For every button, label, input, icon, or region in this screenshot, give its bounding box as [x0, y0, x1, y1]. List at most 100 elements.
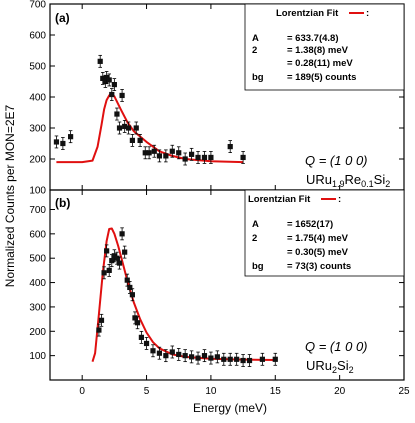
panel-a-legend-key-3: bg	[252, 72, 264, 83]
panel-a-point-24	[176, 146, 182, 160]
x-tick-label-5: 25	[398, 386, 410, 397]
y-axis-label: Normalized Counts per MON=2E7	[3, 104, 17, 287]
panel-a-point-0	[53, 135, 60, 149]
panel-b-point-34	[259, 352, 265, 366]
panel-a-y-tick-label-5: 600	[29, 31, 46, 42]
panel-b-point-31	[234, 352, 240, 366]
panel-b-point-25	[195, 351, 201, 365]
panel-a-point-9	[111, 78, 117, 91]
panel-b-legend-value-0: = 1652(17)	[287, 219, 333, 230]
panel-a-sample-label: URu1.9Re0.1Si2	[306, 172, 390, 189]
panel-b-point-15	[134, 316, 141, 330]
panel-b-point-17	[143, 337, 150, 350]
panel-b-point-18	[150, 344, 156, 358]
panel-a-legend-key-1: 2	[252, 45, 257, 56]
panel-b-y-tick-label-2: 300	[29, 302, 46, 313]
panel-b-point-26	[201, 349, 208, 363]
panel-a-point-18	[142, 146, 148, 160]
panel-a-point-7	[106, 73, 112, 87]
panel-b-y-tick-label-4: 500	[29, 254, 46, 265]
x-tick-label-1: 5	[144, 386, 150, 397]
panel-a-legend-key-0: A	[252, 33, 259, 44]
panel-b-legend-value-3: = 73(3) counts	[287, 261, 351, 272]
panel-a-point-25	[182, 152, 188, 166]
panel-a-point-17	[137, 133, 143, 147]
panel-a-point-19	[146, 146, 152, 160]
panel-b-legend-box	[244, 189, 405, 277]
panel-a-point-14	[125, 121, 132, 135]
panel-a-point-1	[60, 137, 66, 150]
x-tick-label-4: 20	[334, 386, 346, 397]
panel-b-point-10	[122, 245, 128, 259]
panel-b-point-33	[246, 354, 253, 367]
panel-a-point-3	[97, 54, 103, 68]
panel-a-legend-value-3: = 189(5) counts	[287, 72, 356, 83]
panel-a-point-12	[119, 89, 125, 102]
panel-b: (b) 100 200 300 400 500 600 700 Lorentzian Fit…	[29, 189, 405, 380]
x-tick-label-3: 15	[270, 386, 282, 397]
panel-b-point-0	[96, 323, 102, 337]
panel-a-legend: Lorentzian Fit : A = 633.7(4.8) 2 = 1.38…	[244, 3, 405, 91]
panel-b-legend-value-1: = 1.75(4) meV	[287, 233, 349, 244]
panel-b-frame	[49, 189, 405, 381]
panel-a-point-20	[151, 144, 157, 158]
panel-b-point-21	[169, 345, 175, 359]
panel-a-point-31	[240, 151, 246, 164]
x-axis-ticks: 0 5 10 15 20 25	[79, 386, 410, 397]
panel-b-q-label: Q = (1 0 0)	[305, 339, 368, 354]
x-tick-label-0: 0	[79, 386, 85, 397]
panel-a-legend-value-0: = 633.7(4.8)	[287, 33, 339, 44]
panel-a-point-29	[208, 151, 214, 164]
panel-a-y-tick-label-4: 500	[29, 62, 46, 73]
panel-a-point-26	[189, 147, 195, 161]
panel-b-point-1	[98, 313, 105, 327]
panel-b-y-tick-label-3: 400	[29, 278, 46, 289]
panel-b-point-23	[182, 349, 188, 363]
panel-a-legend-title: Lorentzian Fit	[276, 8, 339, 19]
panel-b-point-8	[116, 256, 123, 270]
panel-a-point-11	[116, 121, 123, 135]
panel-b-point-28	[214, 350, 220, 364]
panel-a-legend-box	[244, 3, 405, 91]
panel-a-point-21	[156, 149, 163, 163]
panel-a-y-tick-label-3: 400	[29, 93, 46, 104]
panel-a-y-tick-label-1: 200	[29, 155, 46, 166]
panel-a-points	[53, 54, 246, 166]
panel-a-point-10	[114, 107, 120, 121]
panel-b-legend-key-0: A	[252, 219, 259, 230]
panel-b-y-tick-label-6: 700	[29, 205, 46, 216]
panel-a-point-23	[169, 144, 175, 158]
panel-b-point-9	[119, 227, 125, 241]
panel-a-y-tick-label-0: 100	[29, 186, 46, 197]
panel-a-y-tick-label-2: 300	[29, 124, 46, 135]
panel-a-y-tick-label-6: 700	[29, 0, 46, 11]
panel-b-point-35	[272, 352, 278, 366]
panel-b-points	[96, 227, 278, 367]
panel-b-point-3	[104, 244, 110, 258]
panel-b-point-13	[129, 288, 135, 302]
panel-b-legend-value-2: = 0.30(5) meV	[287, 247, 349, 258]
panel-b-label: (b)	[55, 196, 70, 210]
panel-b-y-tick-label-0: 100	[29, 351, 46, 362]
panel-b-point-30	[227, 352, 233, 366]
panel-b-point-19	[156, 346, 163, 360]
panel-b-y-tick-label-1: 200	[29, 327, 46, 338]
panel-a-label: (a)	[55, 11, 70, 25]
panel-b-point-27	[208, 351, 214, 365]
panel-b-point-29	[221, 352, 227, 366]
panel-b-point-24	[189, 350, 195, 364]
panel-b-point-16	[138, 330, 144, 344]
panel-b-legend-colon: :	[338, 194, 341, 205]
x-tick-label-2: 10	[205, 386, 217, 397]
panel-a-legend-value-2: = 0.28(11) meV	[287, 58, 353, 69]
panel-a-legend-value-1: = 1.38(8) meV	[287, 45, 349, 56]
panel-b-legend: Lorentzian Fit : A = 1652(17) 2 = 1.75(4…	[244, 189, 405, 277]
panel-b-legend-title: Lorentzian Fit	[248, 194, 311, 205]
panel-a-legend-colon: :	[366, 8, 369, 19]
panel-a: (a) 100 200 300 400 500 600 700 Lorentzian Fit…	[29, 0, 405, 197]
panel-a-ticks: 100 200 300 400 500 600 700	[29, 0, 405, 197]
panel-a-point-16	[133, 121, 139, 135]
panel-b-point-20	[163, 349, 169, 363]
panel-a-point-13	[122, 120, 128, 133]
panel-b-legend-key-3: bg	[252, 261, 264, 272]
